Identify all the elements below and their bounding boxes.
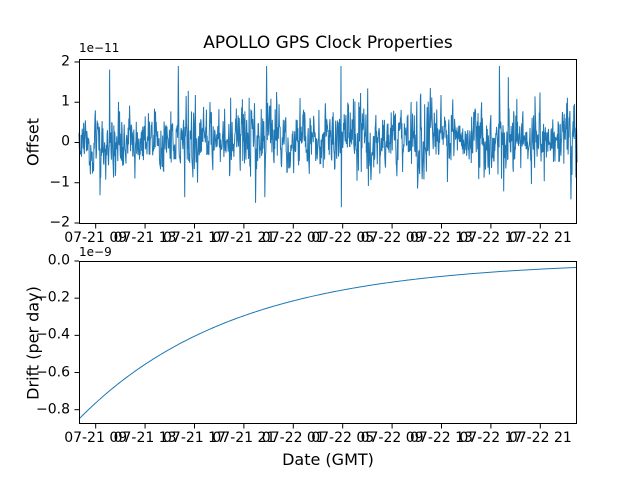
x-tick-label: 07-22 21	[508, 430, 572, 446]
drift-axis-exponent-text: 1e−9	[79, 245, 112, 259]
x-tick-label: 07-22 09	[360, 430, 424, 446]
x-tick-label: 07-22 01	[261, 430, 325, 446]
offset-y-axis-label: Offset	[23, 117, 43, 167]
x-tick-label: 07-22 13	[410, 230, 473, 246]
y-tick-label: 0	[61, 133, 70, 150]
x-tick-label: 07-21 13	[113, 430, 177, 446]
offset-axis-exponent-text: 1e−11	[79, 41, 120, 55]
y-tick-label: 0.0	[47, 252, 70, 269]
y-tick-label: 2	[61, 53, 70, 70]
offset-plot-area: 07-21 09 07-21 13 07-21 17 07-21 21 07-22 01…	[49, 54, 578, 246]
drift-line	[78, 266, 578, 420]
y-tick-label: −1	[49, 174, 70, 191]
x-tick-label: 07-21 17	[163, 430, 226, 446]
x-tick-label: 07-22 05	[311, 230, 375, 246]
drift-spines	[79, 261, 577, 424]
y-tick-label: −2	[49, 214, 70, 231]
x-tick-label: 07-21 21	[212, 230, 276, 246]
x-tick-label: 07-22 17	[459, 430, 523, 446]
y-tick-label: 1	[61, 93, 70, 110]
y-tick-label: −0.4	[36, 326, 70, 343]
drift-svg	[74, 260, 578, 429]
offset-line	[78, 65, 578, 208]
x-tick-label: 07-21 17	[163, 230, 226, 246]
x-tick-label: 07-22 13	[410, 430, 473, 446]
y-tick-label: −0.8	[36, 401, 70, 418]
y-tick-label: −0.2	[36, 289, 70, 306]
x-tick-label: 07-22 17	[459, 230, 523, 246]
x-tick-label: 07-22 01	[261, 230, 325, 246]
x-tick-label: 07-21 21	[212, 430, 276, 446]
x-axis-label: Date (GMT)	[282, 450, 374, 469]
x-tick-label: 07-21 13	[113, 230, 177, 246]
x-tick-label: 07-22 21	[508, 230, 572, 246]
y-tick-label: −0.6	[36, 364, 70, 381]
x-tick-label: 07-22 05	[311, 430, 375, 446]
offset-svg	[74, 59, 578, 229]
chart-title: APOLLO GPS Clock Properties	[203, 33, 453, 53]
drift-plot-area: 07-21 09 07-21 13 07-21 17 07-21 21 07-22 01…	[36, 253, 578, 446]
x-tick-label: 07-21 09	[64, 230, 128, 246]
x-tick-label: 07-22 09	[360, 230, 424, 246]
offset-spines	[79, 59, 577, 224]
x-tick-label: 07-21 09	[64, 430, 128, 446]
